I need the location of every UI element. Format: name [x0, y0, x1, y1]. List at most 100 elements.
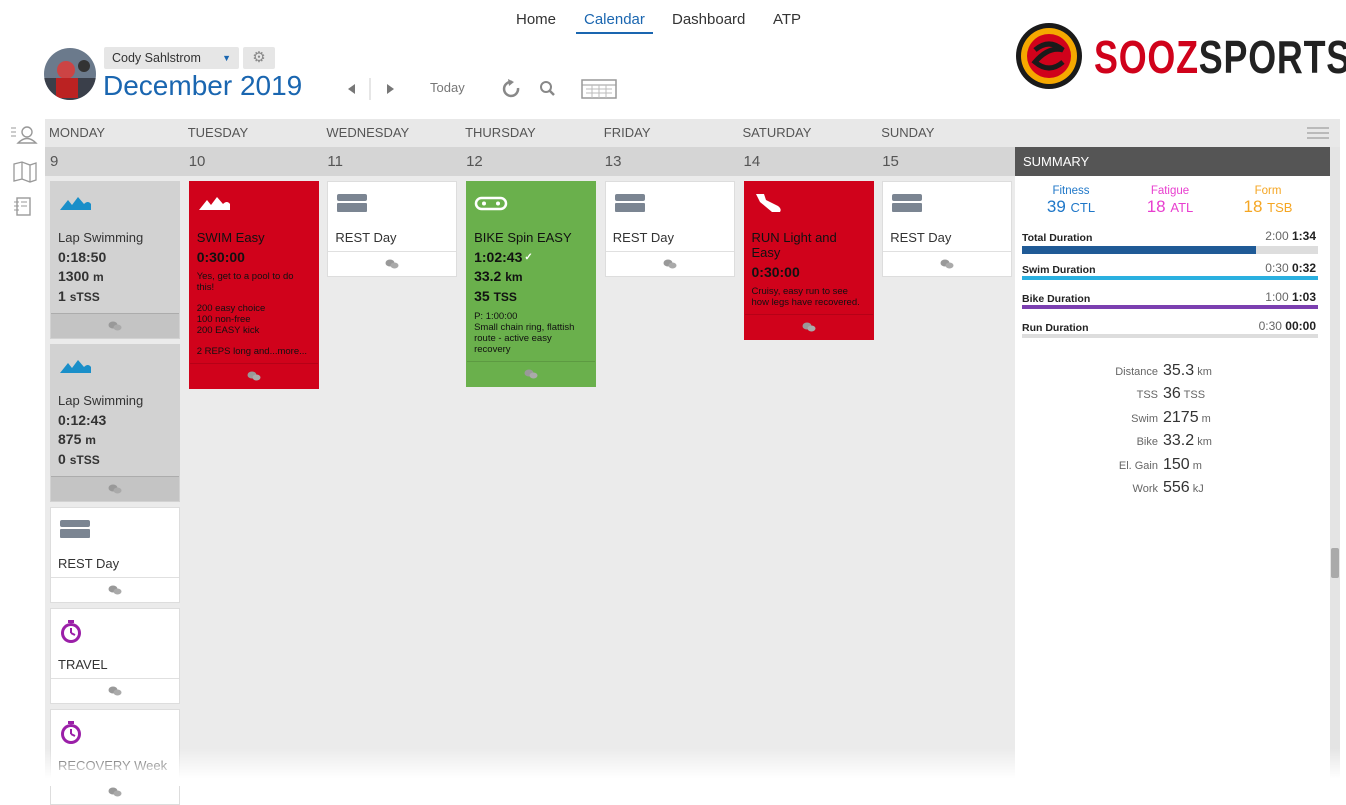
stat-value: 36	[1163, 385, 1181, 403]
card-stat: 1 sTSS	[58, 287, 172, 307]
stat-unit: m	[1192, 459, 1202, 472]
metric: Fitness 39 CTL	[1026, 185, 1116, 217]
avatar[interactable]	[44, 48, 96, 100]
metric-number: 18	[1146, 197, 1166, 216]
sport-icon	[613, 192, 727, 216]
sport-icon	[58, 720, 172, 744]
nav-link[interactable]: ATP	[773, 11, 802, 28]
card-note: 200 easy choice 100 non-free 200 EASY ki…	[196, 303, 266, 336]
sport-icon	[58, 619, 172, 643]
card-title: TRAVEL	[58, 657, 108, 672]
year: 2019	[239, 70, 303, 101]
card-stat: 1:02:43 ✓	[474, 248, 588, 267]
metric-number: 39	[1046, 197, 1066, 216]
stat-value: 0	[58, 451, 66, 467]
settings-button[interactable]: ⚙	[243, 47, 275, 69]
workout-card[interactable]: REST Day	[882, 181, 1013, 277]
weekday: SUNDAY	[881, 125, 935, 140]
stat-value: 1300	[58, 268, 90, 284]
card-title: RUN Light and Easy	[751, 230, 837, 260]
stat-value: 0:12:43	[58, 412, 107, 428]
scrollbar[interactable]	[1330, 147, 1340, 779]
stat-label: El. Gain	[1118, 459, 1158, 472]
comment-footer[interactable]	[467, 361, 596, 386]
comment-footer[interactable]	[744, 314, 873, 339]
card-note: Yes, get to a pool to do this!	[196, 271, 294, 293]
duration-values: 0:30 0:32	[1265, 261, 1316, 275]
metric-value: 18 ATL	[1125, 197, 1215, 217]
month-title: December 2019	[103, 70, 302, 102]
duration-label: Bike Duration	[1022, 293, 1091, 305]
card-stat: 1300 m	[58, 267, 172, 287]
date: 10	[188, 153, 206, 170]
card-body: REST Day	[606, 182, 734, 251]
workout-card[interactable]: REST Day	[50, 507, 180, 603]
card-body: BIKE Spin EASY 1:02:43 ✓ 33.2 km 35 TSS P: 1:…	[467, 182, 595, 361]
stat-value: 875	[58, 431, 82, 447]
page: {"nav":{"items":["Home","Calendar","Dash…	[0, 11, 1346, 805]
stat-label: TSS	[1136, 389, 1158, 402]
duration-planned: 2:00	[1265, 229, 1289, 243]
workout-card[interactable]: REST Day	[327, 181, 458, 277]
stat-unit: m	[85, 433, 96, 447]
stat-value: 33.2	[1163, 432, 1195, 450]
comment-footer[interactable]	[51, 678, 179, 703]
duration-label: Total Duration	[1022, 232, 1093, 244]
date: 15	[882, 153, 899, 170]
stat-row: Swim 2175 m	[1060, 409, 1290, 427]
menu-icon[interactable]	[1307, 126, 1329, 140]
date: 9	[50, 153, 59, 170]
stat-row: Bike 33.2 km	[1060, 432, 1290, 450]
workout-card[interactable]: REST Day	[604, 181, 735, 277]
summary-header	[1015, 147, 1330, 176]
nav-link[interactable]: Home	[516, 11, 557, 28]
comment-footer[interactable]	[883, 251, 1012, 276]
stat-value: 35.3	[1163, 362, 1195, 379]
stat-label: Work	[1132, 483, 1158, 495]
stat-value: 150	[1163, 455, 1190, 473]
stat-unit: km	[1197, 366, 1212, 378]
comment-footer[interactable]	[328, 251, 457, 276]
duration-row: Swim Duration 0:30 0:32	[1022, 261, 1318, 280]
duration-actual: 0:32	[1291, 261, 1316, 275]
card-title: REST Day	[58, 556, 120, 571]
date: 11	[327, 153, 343, 170]
scroll-thumb[interactable]	[1331, 548, 1339, 578]
workout-card[interactable]: RUN Light and Easy 0:30:00 Cruisy, easy ru…	[743, 181, 874, 340]
workout-card[interactable]: SWIM Easy 0:30:00 Yes, get to a pool to do…	[188, 181, 319, 389]
workout-card[interactable]: BIKE Spin EASY 1:02:43 ✓ 33.2 km 35 TSS P: 1:…	[466, 181, 597, 387]
stat-value: 33.2	[474, 268, 502, 284]
stat-label: Swim	[1131, 412, 1158, 425]
caret: ▼	[222, 53, 231, 63]
card-body: RUN Light and Easy 0:30:00 Cruisy, easy ru…	[745, 182, 873, 314]
stat-row: Distance 35.3 km	[1060, 362, 1290, 380]
stat-value: 0:30:00	[751, 264, 800, 280]
logo-part: SPORTS	[1198, 31, 1346, 83]
today-button[interactable]: Today	[430, 80, 465, 95]
comment-footer[interactable]	[51, 577, 179, 602]
sport-icon	[474, 192, 588, 216]
card-stat: 0:30:00	[197, 248, 311, 267]
comment-footer[interactable]	[51, 313, 179, 338]
comment-footer[interactable]	[605, 251, 734, 276]
user-name: Cody Sahlstrom	[112, 51, 201, 65]
stat-unit: TSS	[493, 290, 517, 304]
comment-footer[interactable]	[189, 363, 318, 388]
sport-icon	[890, 192, 1004, 216]
metric: Form 18 TSB	[1223, 185, 1313, 217]
sport-icon	[752, 192, 866, 216]
workout-card[interactable]: TRAVEL	[50, 608, 180, 704]
user-select[interactable]: Cody Sahlstrom ▼	[104, 47, 239, 69]
card-stat: 0:18:50	[58, 248, 172, 267]
card-note: 2 REPS long and...more...	[196, 346, 308, 357]
nav-link[interactable]: Dashboard	[672, 11, 746, 28]
card-note: P: 1:00:00 Small chain ring, flattish ro…	[474, 311, 575, 355]
metric-label: Fitness	[1052, 185, 1090, 197]
nav-link[interactable]: Calendar	[576, 11, 653, 34]
comment-footer[interactable]	[51, 476, 179, 501]
card-stat: 875 m	[58, 430, 172, 450]
duration-label: Run Duration	[1022, 322, 1089, 334]
